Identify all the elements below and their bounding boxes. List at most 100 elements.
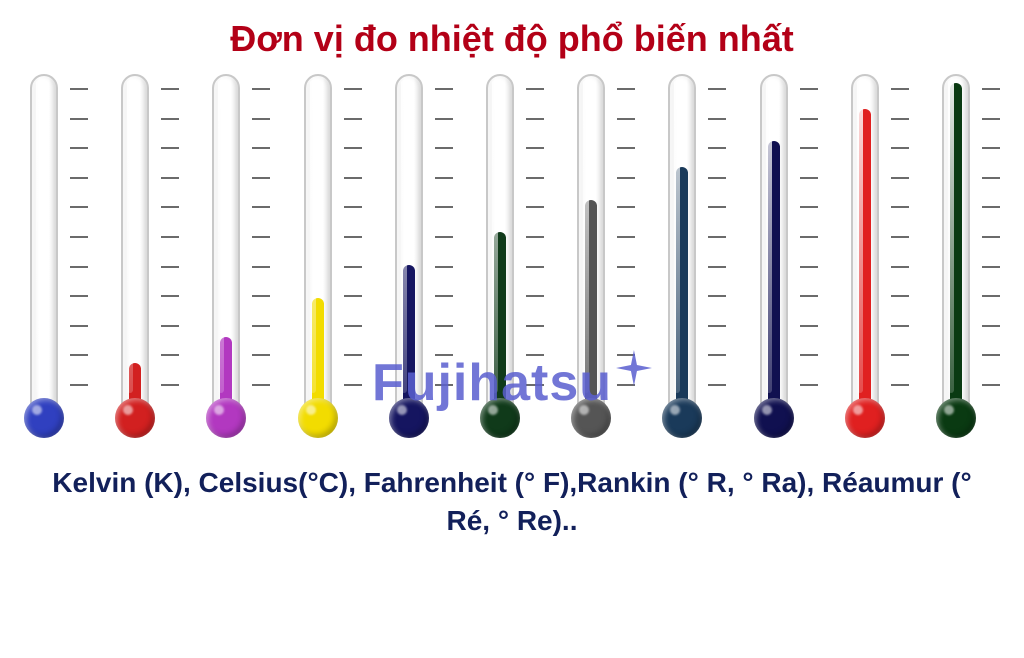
tick-mark <box>161 325 179 327</box>
tick-mark <box>891 147 909 149</box>
tick-mark <box>70 325 88 327</box>
footer-text: Kelvin (K), Celsius(°C), Fahrenheit (° F… <box>0 464 1024 540</box>
thermometer-tube-wrap <box>662 74 702 438</box>
thermometer-fill <box>950 83 962 402</box>
thermometer-tube <box>760 74 788 404</box>
tick-mark <box>252 354 270 356</box>
tick-mark <box>344 88 362 90</box>
thermometer-bulb <box>389 398 429 438</box>
tick-mark <box>617 354 635 356</box>
thermometer-fill <box>403 265 415 402</box>
tick-mark <box>252 177 270 179</box>
tick-mark <box>435 295 453 297</box>
thermometer-row <box>0 74 1024 438</box>
tick-mark <box>982 266 1000 268</box>
tick-mark <box>800 325 818 327</box>
tick-mark <box>708 354 726 356</box>
tick-mark <box>617 384 635 386</box>
thermometer <box>845 74 909 438</box>
tick-mark <box>891 206 909 208</box>
tick-mark <box>617 118 635 120</box>
tick-mark <box>800 236 818 238</box>
tick-mark <box>435 147 453 149</box>
thermometer-tube-wrap <box>571 74 611 438</box>
thermometer-bulb <box>936 398 976 438</box>
tick-mark <box>526 384 544 386</box>
tick-mark <box>252 325 270 327</box>
tick-mark <box>708 384 726 386</box>
tick-mark <box>70 295 88 297</box>
thermometer <box>662 74 726 438</box>
tick-mark <box>161 384 179 386</box>
tick-mark <box>70 354 88 356</box>
tick-mark <box>708 266 726 268</box>
tick-mark <box>161 177 179 179</box>
tick-mark <box>435 266 453 268</box>
thermometer-tube-wrap <box>115 74 155 438</box>
thermometer-tube-wrap <box>298 74 338 438</box>
thermometer-fill <box>676 167 688 402</box>
tick-mark <box>708 295 726 297</box>
tick-mark <box>800 295 818 297</box>
tick-mark <box>617 236 635 238</box>
tick-mark <box>435 88 453 90</box>
tick-mark <box>982 236 1000 238</box>
tick-mark <box>526 236 544 238</box>
tick-mark <box>891 236 909 238</box>
tick-mark <box>708 147 726 149</box>
tick-scale <box>800 74 818 404</box>
tick-mark <box>344 147 362 149</box>
thermometer-tube-wrap <box>480 74 520 438</box>
thermometer-tube-wrap <box>754 74 794 438</box>
tick-mark <box>435 118 453 120</box>
tick-mark <box>526 354 544 356</box>
tick-mark <box>982 206 1000 208</box>
thermometer <box>754 74 818 438</box>
tick-mark <box>708 118 726 120</box>
tick-mark <box>891 177 909 179</box>
tick-mark <box>344 118 362 120</box>
tick-mark <box>982 177 1000 179</box>
tick-mark <box>161 236 179 238</box>
tick-mark <box>708 236 726 238</box>
tick-mark <box>70 147 88 149</box>
tick-mark <box>344 384 362 386</box>
thermometer <box>298 74 362 438</box>
tick-mark <box>161 118 179 120</box>
tick-mark <box>982 118 1000 120</box>
thermometer-bulb <box>480 398 520 438</box>
tick-mark <box>891 325 909 327</box>
thermometer-fill <box>494 232 506 402</box>
tick-mark <box>526 177 544 179</box>
tick-scale <box>344 74 362 404</box>
thermometer-bulb <box>298 398 338 438</box>
tick-mark <box>70 206 88 208</box>
tick-mark <box>435 236 453 238</box>
tick-mark <box>708 206 726 208</box>
tick-mark <box>252 384 270 386</box>
thermometer-tube <box>486 74 514 404</box>
thermometer-tube-wrap <box>936 74 976 438</box>
tick-mark <box>891 118 909 120</box>
thermometer-fill <box>859 109 871 402</box>
tick-mark <box>800 384 818 386</box>
tick-mark <box>891 295 909 297</box>
tick-mark <box>344 236 362 238</box>
thermometer-tube-wrap <box>845 74 885 438</box>
thermometer-tube <box>851 74 879 404</box>
tick-mark <box>617 147 635 149</box>
tick-mark <box>252 118 270 120</box>
tick-mark <box>891 384 909 386</box>
tick-mark <box>800 206 818 208</box>
tick-mark <box>708 177 726 179</box>
tick-scale <box>708 74 726 404</box>
thermometer <box>206 74 270 438</box>
tick-mark <box>526 325 544 327</box>
tick-mark <box>344 206 362 208</box>
thermometer-tube <box>577 74 605 404</box>
thermometer <box>389 74 453 438</box>
tick-mark <box>617 266 635 268</box>
tick-scale <box>891 74 909 404</box>
tick-mark <box>982 295 1000 297</box>
tick-mark <box>982 147 1000 149</box>
